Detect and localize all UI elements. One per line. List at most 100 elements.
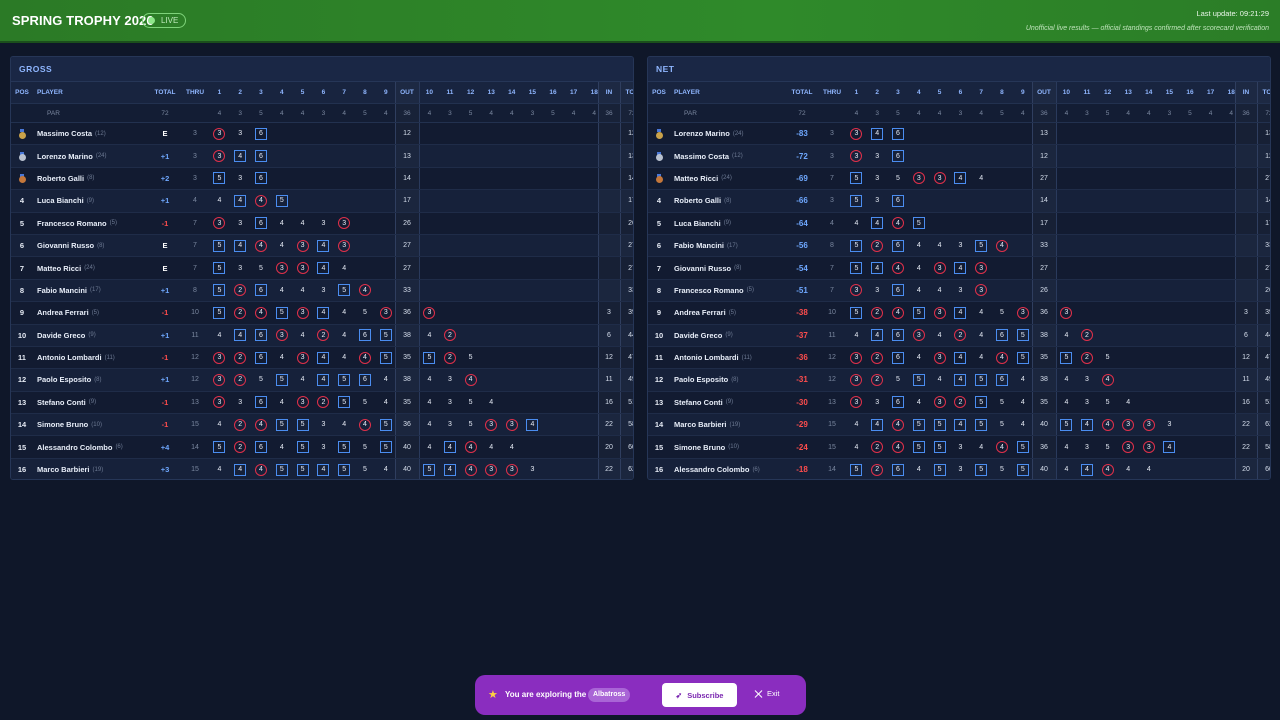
- leaderboard-row[interactable]: Lorenzo Marino(24)+133461313: [11, 145, 633, 168]
- leaderboard-row[interactable]: 12 Paolo Esposito (8) -31 12 3 2 5 5 4 4 5 6 4 4 3 4 38 11…: [648, 369, 1270, 392]
- hole-score: 3: [321, 286, 326, 294]
- column-divider: [598, 346, 599, 369]
- hole-score-cell: 4: [292, 369, 313, 390]
- col-header-hole: 17: [569, 89, 578, 96]
- column-divider: [620, 458, 621, 479]
- hole-score: 5: [933, 441, 946, 454]
- exit-button[interactable]: Exit: [754, 689, 780, 698]
- col-header-total: TOTAL: [791, 89, 813, 96]
- player-name: Alessandro Colombo: [37, 442, 113, 452]
- leaderboard-row[interactable]: 15 Simone Bruno (10) -24 15 4 2 4 5 5 3 4 4 5 4 3 5 3 3 4 36…: [648, 436, 1270, 459]
- leaderboard-row[interactable]: 5 Francesco Romano(5) -1 7 3 3 6 4 4 3 3 26 26: [11, 212, 633, 235]
- subscribe-button[interactable]: ➶ Subscribe: [662, 683, 737, 707]
- hole-score-cell: 2: [230, 414, 251, 435]
- leaderboard-row[interactable]: Roberto Galli(8) +2 3 5 3 6 14 14: [11, 167, 633, 191]
- position: 9: [648, 302, 670, 323]
- player-name: Stefano Conti: [37, 397, 86, 407]
- out-total: 27: [403, 264, 411, 272]
- holes-thru: 3: [830, 197, 834, 205]
- hole-score: 4: [317, 239, 330, 252]
- par-hole: 3: [321, 109, 326, 117]
- tournament-title: SPRING TROPHY 2026: [12, 13, 154, 28]
- column-divider: [395, 391, 396, 414]
- player-name: Antonio Lombardi: [674, 353, 739, 363]
- live-label: LIVE: [161, 16, 179, 25]
- hole-score-cell: 5: [209, 302, 230, 323]
- hole-score-cell: 5: [209, 436, 230, 457]
- column-divider: [395, 234, 396, 257]
- leaderboard-row[interactable]: 15 Alessandro Colombo (6) +4 14 5 2 6 4 5 3 5 5 5 4 4 4 4…: [11, 436, 633, 459]
- player-handicap: (10): [728, 444, 739, 451]
- par-hole: 4: [571, 109, 576, 117]
- position-number: 16: [17, 465, 27, 475]
- column-divider: [395, 212, 396, 234]
- leaderboard-row[interactable]: Massimo Costa(12) E 3 3 3 6 12 12: [11, 123, 633, 146]
- hole-score: 2: [871, 373, 884, 386]
- player-handicap: (8): [97, 242, 105, 249]
- hole-score-cell: 4: [313, 257, 334, 278]
- grand-total: 58: [628, 421, 633, 429]
- column-divider: [419, 190, 420, 212]
- column-divider: [598, 82, 599, 103]
- position-number: 11: [655, 353, 663, 363]
- position-number: 15: [654, 442, 664, 452]
- hole-score: 4: [342, 421, 347, 429]
- leaderboard-row[interactable]: 11 Antonio Lombardi (11) -1 12 3 2 6 4 3 4 4 4 5 5 2 5 35…: [11, 346, 633, 370]
- hole-score: 3: [958, 286, 963, 294]
- player-cell: Marco Barbieri (19): [37, 459, 149, 479]
- hole-score: 5: [1000, 421, 1004, 429]
- hole-score: 4: [979, 443, 984, 451]
- column-divider: [419, 279, 420, 302]
- position: 8: [11, 280, 33, 301]
- leaderboard-row[interactable]: 16 Marco Barbieri (19) +3 15 4 4 4 5 5 4 5 5 4 5 4 4 3 3 3 4…: [11, 458, 633, 479]
- col-header-hole: 14: [1145, 89, 1153, 96]
- leaderboard-row[interactable]: 8 Francesco Romano(5) -51 7 3 3 6 4 4 3 3 26 26: [648, 279, 1270, 303]
- hole-score-cell: 5: [355, 436, 376, 457]
- hole-score: 4: [916, 354, 921, 362]
- hole-score-cell: 5: [355, 302, 376, 323]
- hole-score-cell: 6: [251, 213, 272, 234]
- leaderboard-row[interactable]: Lorenzo Marino(24)-8333461313: [648, 123, 1270, 146]
- total-to-par: -51: [796, 285, 808, 295]
- leaderboard-row[interactable]: 16 Alessandro Colombo (6) -18 14 5 2 6 4 5 3 5 5 5 4 4 4…: [648, 458, 1270, 479]
- leaderboard-row[interactable]: 14 Simone Bruno (10) -1 15 4 2 4 5 5 3 4 4 5 4 3 5 3 3 4 36 2…: [11, 414, 633, 437]
- hole-score: 4: [954, 418, 967, 431]
- col-header-hole: 9: [1020, 89, 1025, 96]
- leaderboard-row[interactable]: 4 Roberto Galli(8) -66 3 5 3 6 14 14: [648, 190, 1270, 213]
- hole-score: 4: [279, 219, 284, 227]
- hole-score-cell: 3: [1077, 392, 1098, 413]
- hole-score: 4: [979, 309, 984, 317]
- leaderboard-row[interactable]: 12 Paolo Esposito (8) +1 12 3 2 5 5 4 4 5 6 4 4 3 4 38 11 4…: [11, 369, 633, 392]
- column-divider: [1032, 436, 1033, 458]
- leaderboard-row[interactable]: 14 Marco Barbieri (19) -29 15 4 4 4 5 5 4 5 5 4 5 4 4 3 3 3…: [648, 414, 1270, 437]
- position-number: 9: [19, 308, 25, 318]
- hole-score-cell: 5: [846, 235, 867, 256]
- player-cell: Paolo Esposito (8): [674, 369, 786, 390]
- leaderboard-row[interactable]: 13 Stefano Conti (9) -1 13 3 3 6 4 3 2 5 5 4 4 3 5 4 35 16 5…: [11, 391, 633, 415]
- hole-score: 4: [489, 398, 494, 406]
- leaderboard-row[interactable]: 13 Stefano Conti (9) -30 13 3 3 6 4 3 2 5 5 4 4 3 5 4 35 16…: [648, 391, 1270, 415]
- player-handicap: (9): [725, 399, 734, 406]
- par-hole: 3: [530, 109, 535, 117]
- hole-score-cell: 2: [867, 369, 888, 390]
- col-header-tot: TOT: [625, 89, 634, 96]
- column-divider: [395, 104, 396, 122]
- total-to-par: -30: [796, 397, 808, 407]
- player-name: Stefano Conti: [674, 397, 723, 407]
- leaderboard-row[interactable]: Matteo Ricci(24)-69753533442727: [648, 167, 1270, 191]
- hole-score: 3: [875, 286, 880, 294]
- leaderboard-row[interactable]: 11 Antonio Lombardi (11) -36 12 3 2 6 4 3 4 4 4 5 5 2 5 3…: [648, 346, 1270, 370]
- hole-score-cell: 3: [846, 123, 867, 144]
- leaderboard-row[interactable]: Massimo Costa(12) -72 3 3 3 6 12 12: [648, 145, 1270, 168]
